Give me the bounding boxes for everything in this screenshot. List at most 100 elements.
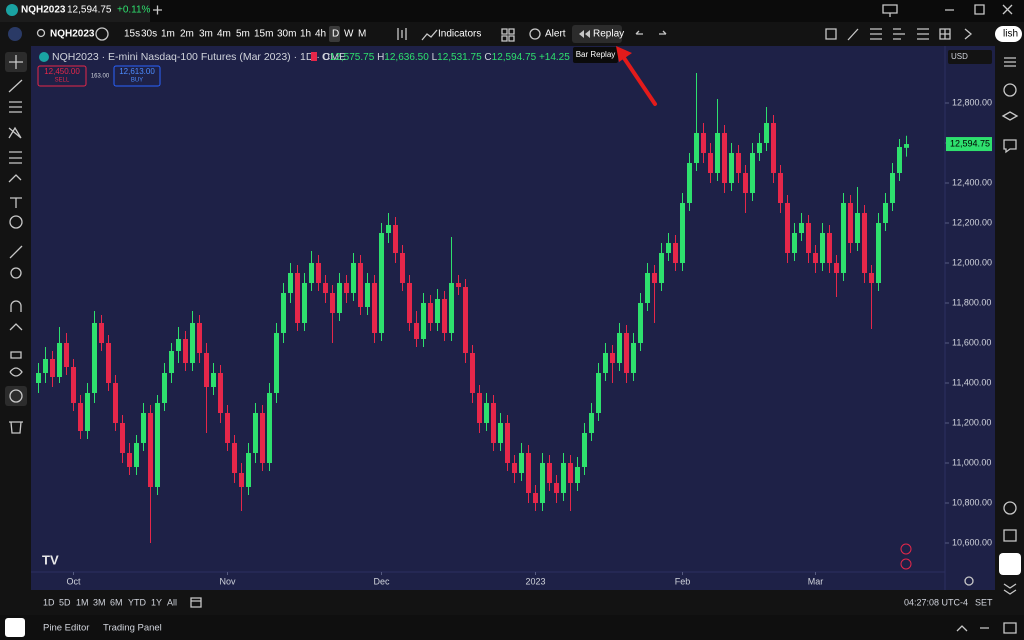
candle-body	[659, 253, 664, 283]
search-icon[interactable]	[36, 28, 46, 38]
interval-button[interactable]: 1h	[300, 29, 311, 40]
interval-button[interactable]: M	[358, 29, 366, 40]
price-label: 11,800.00	[952, 297, 991, 307]
interval-button[interactable]: 15s	[124, 29, 140, 40]
candle-body	[400, 253, 405, 283]
candle-body	[106, 343, 111, 383]
event-marker[interactable]	[900, 558, 912, 570]
undo-redo[interactable]	[635, 30, 667, 35]
chart-title: NQH2023 · E-mini Nasdaq-100 Futures (Mar…	[52, 51, 346, 63]
favorite-button[interactable]	[5, 618, 25, 637]
publish-button[interactable]	[995, 26, 1022, 42]
candle-body	[71, 367, 76, 403]
chart-type[interactable]	[397, 28, 407, 40]
candle-body	[890, 173, 895, 203]
interval-button[interactable]: 5m	[236, 29, 250, 40]
candle-body	[330, 293, 335, 313]
candle-body	[176, 339, 181, 351]
panel-tab[interactable]: Pine Editor	[43, 623, 89, 634]
sell-price: 12,450.00	[44, 67, 80, 76]
interval-button[interactable]: 30m	[277, 29, 296, 40]
candle-body	[99, 323, 104, 343]
candle-body	[736, 153, 741, 173]
price-label: 12,400.00	[952, 177, 992, 187]
range-button[interactable]: All	[167, 597, 177, 607]
candle-body	[722, 133, 727, 183]
time-label: 2023	[525, 576, 545, 586]
candle-body	[708, 153, 713, 173]
interval-button[interactable]: 2m	[180, 29, 194, 40]
tab[interactable]	[0, 0, 150, 22]
symbol-search[interactable]: NQH2023	[50, 29, 95, 40]
candle-body	[764, 123, 769, 143]
candle-body	[533, 493, 538, 503]
alert-button[interactable]: Alert	[545, 29, 566, 40]
candle-body	[750, 153, 755, 193]
time-label: Nov	[219, 576, 236, 586]
globe-icon[interactable]	[9, 389, 23, 403]
candle-body	[85, 393, 90, 431]
panel-controls[interactable]	[956, 622, 1017, 634]
candle-body	[715, 133, 720, 173]
candle-body	[309, 263, 314, 283]
price-label: 11,600.00	[952, 337, 991, 347]
range-button[interactable]: 3M	[93, 597, 106, 607]
candle-body	[288, 273, 293, 293]
interval-button[interactable]: 30s	[141, 29, 157, 40]
range-button[interactable]: 6M	[110, 597, 123, 607]
candle-body	[442, 299, 447, 333]
range-button[interactable]: 1D	[43, 597, 55, 607]
range-button[interactable]: 1Y	[151, 597, 162, 607]
candle-body	[771, 123, 776, 173]
candle-body	[155, 403, 160, 487]
interval-button[interactable]: 1m	[161, 29, 175, 40]
time-label: Dec	[373, 576, 390, 586]
interval-button[interactable]: 4h	[315, 29, 326, 40]
event-marker[interactable]	[900, 543, 912, 555]
window-controls[interactable]	[945, 4, 1013, 15]
interval-button[interactable]: 15m	[254, 29, 273, 40]
apps-button[interactable]	[999, 553, 1021, 575]
buy-price: 12,613.00	[119, 67, 155, 76]
layout-icon[interactable]	[882, 4, 898, 17]
drawing-toolbar-icons[interactable]	[8, 55, 23, 434]
range-button[interactable]: YTD	[128, 597, 147, 607]
buy-button[interactable]	[113, 65, 161, 87]
goto-date[interactable]	[190, 597, 202, 608]
candle-body	[834, 263, 839, 273]
drawing-tools[interactable]	[825, 28, 973, 41]
interval-button[interactable]: W	[344, 29, 354, 40]
interval-button[interactable]: 4m	[217, 29, 231, 40]
candle-body	[414, 323, 419, 339]
currency-select[interactable]	[948, 50, 992, 64]
widget-icons[interactable]	[1001, 57, 1019, 595]
range-button[interactable]: 1M	[76, 597, 89, 607]
templates[interactable]	[501, 28, 515, 42]
interval-button[interactable]: D	[332, 29, 339, 40]
settings-icon[interactable]	[964, 576, 974, 586]
range-button[interactable]: 5D	[59, 597, 71, 607]
candle-body	[547, 463, 552, 483]
interval-button[interactable]: 3m	[199, 29, 213, 40]
ohlc-value: 12,575.75	[330, 52, 375, 63]
candle-body	[463, 287, 468, 353]
candle-body	[729, 153, 734, 183]
indicators-button[interactable]: Indicators	[438, 29, 481, 40]
candle-body	[743, 173, 748, 193]
sell-button[interactable]	[37, 65, 87, 87]
replay-highlight[interactable]	[572, 25, 622, 43]
new-tab[interactable]	[153, 5, 162, 15]
candle-body	[50, 359, 55, 377]
compare-button[interactable]	[95, 27, 109, 41]
candle-body	[358, 263, 363, 307]
session[interactable]: SET	[975, 597, 993, 607]
replay-button[interactable]: Replay	[593, 29, 624, 40]
tab-icon	[6, 4, 18, 16]
candle-body	[246, 453, 251, 487]
panel-tab[interactable]: Trading Panel	[103, 623, 162, 634]
candle-body	[561, 463, 566, 493]
candle-body	[757, 143, 762, 153]
logo[interactable]	[8, 27, 22, 41]
